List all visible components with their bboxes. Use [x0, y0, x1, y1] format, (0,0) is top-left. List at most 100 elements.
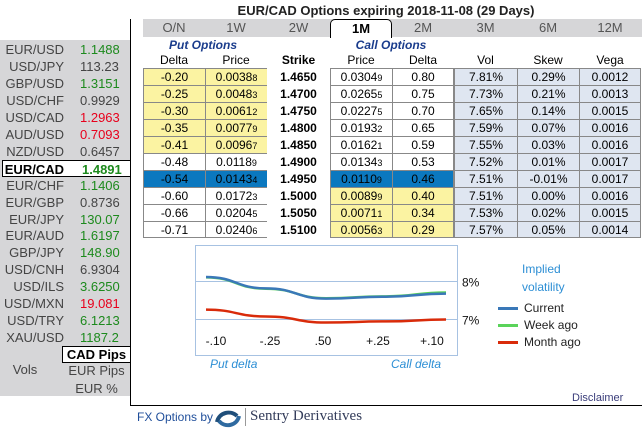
vega-cell[interactable]: 0.0017	[579, 170, 641, 187]
call-price-cell[interactable]: 0.01109	[330, 170, 392, 187]
put-delta-cell[interactable]: -0.66	[143, 204, 205, 221]
call-delta-cell[interactable]: 0.75	[392, 85, 454, 102]
call-delta-cell[interactable]: 0.34	[392, 204, 454, 221]
put-price-cell[interactable]: 0.00483	[205, 85, 267, 102]
pair-row[interactable]: USD/MXN 19.081	[0, 295, 131, 312]
vol-cell[interactable]: 7.53%	[454, 204, 517, 221]
put-price-cell[interactable]: 0.00388	[205, 68, 267, 85]
call-price-cell[interactable]: 0.00899	[330, 187, 392, 204]
put-price-cell[interactable]: 0.01723	[205, 187, 267, 204]
vol-cell[interactable]: 7.81%	[454, 68, 517, 85]
pair-row[interactable]: NZD/USD 0.6457	[0, 143, 131, 160]
vol-cell[interactable]: 7.55%	[454, 136, 517, 153]
put-price-cell[interactable]: 0.00779	[205, 119, 267, 136]
put-price-cell[interactable]: 0.02045	[205, 204, 267, 221]
pair-row[interactable]: USD/CAD 1.2963	[0, 109, 131, 126]
pair-row[interactable]: EUR/JPY 130.07	[0, 211, 131, 228]
call-price-cell[interactable]: 0.02655	[330, 85, 392, 102]
put-delta-cell[interactable]: -0.71	[143, 221, 205, 238]
skew-cell[interactable]: 0.01%	[517, 153, 579, 170]
pair-row[interactable]: USD/ILS 3.6250	[0, 278, 131, 295]
pair-row[interactable]: AUD/USD 0.7093	[0, 126, 131, 143]
call-delta-cell[interactable]: 0.53	[392, 153, 454, 170]
disclaimer-link[interactable]: Disclaimer	[572, 392, 624, 404]
put-delta-cell[interactable]: -0.41	[143, 136, 205, 153]
put-delta-cell[interactable]: -0.60	[143, 187, 205, 204]
call-delta-cell[interactable]: 0.40	[392, 187, 454, 204]
pair-row[interactable]: EUR/CHF 1.1406	[0, 177, 131, 194]
pair-row[interactable]: EUR/CAD 1.4891	[2, 159, 131, 177]
put-delta-cell[interactable]: -0.25	[143, 85, 205, 102]
vol-cell[interactable]: 7.59%	[454, 119, 517, 136]
tab-1m[interactable]: 1M	[330, 19, 392, 38]
put-delta-cell[interactable]: -0.30	[143, 102, 205, 119]
put-price-cell[interactable]: 0.02406	[205, 221, 267, 238]
skew-cell[interactable]: 0.03%	[517, 136, 579, 153]
vol-cell[interactable]: 7.73%	[454, 85, 517, 102]
vega-cell[interactable]: 0.0016	[579, 136, 641, 153]
pair-row[interactable]: EUR/GBP 0.8736	[0, 194, 131, 211]
pair-row[interactable]: USD/CHF 0.9929	[0, 92, 131, 109]
pair-row[interactable]: GBP/USD 1.3151	[0, 75, 131, 92]
vol-cell[interactable]: 7.57%	[454, 221, 517, 238]
put-delta-cell[interactable]: -0.35	[143, 119, 205, 136]
unit-cad-pips[interactable]: CAD Pips	[62, 346, 131, 363]
call-price-cell[interactable]: 0.00563	[330, 221, 392, 238]
skew-cell[interactable]: -0.01%	[517, 170, 579, 187]
skew-cell[interactable]: 0.02%	[517, 204, 579, 221]
put-price-cell[interactable]: 0.01434	[205, 170, 267, 187]
pair-row[interactable]: XAU/USD 1187.2	[0, 329, 131, 346]
unit-eur-pips[interactable]: EUR Pips	[68, 363, 125, 378]
vol-cell[interactable]: 7.52%	[454, 153, 517, 170]
call-price-cell[interactable]: 0.01932	[330, 119, 392, 136]
vega-cell[interactable]: 0.0016	[579, 187, 641, 204]
vol-cell[interactable]: 7.51%	[454, 187, 517, 204]
pair-row[interactable]: USD/TRY 6.1213	[0, 312, 131, 329]
call-delta-cell[interactable]: 0.29	[392, 221, 454, 238]
tab-2w[interactable]: 2W	[288, 20, 309, 35]
pair-row[interactable]: GBP/JPY 148.90	[0, 244, 131, 261]
skew-cell[interactable]: 0.05%	[517, 221, 579, 238]
pair-row[interactable]: EUR/USD 1.1488	[0, 41, 131, 58]
put-price-cell[interactable]: 0.00612	[205, 102, 267, 119]
vega-cell[interactable]: 0.0012	[579, 68, 641, 85]
call-delta-cell[interactable]: 0.70	[392, 102, 454, 119]
tab-1w[interactable]: 1W	[226, 20, 246, 35]
put-delta-cell[interactable]: -0.20	[143, 68, 205, 85]
call-price-cell[interactable]: 0.01343	[330, 153, 392, 170]
skew-cell[interactable]: 0.07%	[517, 119, 579, 136]
call-delta-cell[interactable]: 0.46	[392, 170, 454, 187]
call-price-cell[interactable]: 0.03049	[330, 68, 392, 85]
call-delta-cell[interactable]: 0.65	[392, 119, 454, 136]
vol-cell[interactable]: 7.51%	[454, 170, 517, 187]
call-price-cell[interactable]: 0.01621	[330, 136, 392, 153]
tab-2m[interactable]: 2M	[413, 20, 433, 35]
vega-cell[interactable]: 0.0015	[579, 102, 641, 119]
put-delta-cell[interactable]: -0.54	[143, 170, 205, 187]
call-price-cell[interactable]: 0.02275	[330, 102, 392, 119]
vega-cell[interactable]: 0.0014	[579, 221, 641, 238]
vega-cell[interactable]: 0.0017	[579, 153, 641, 170]
tab-3m[interactable]: 3M	[476, 20, 495, 35]
skew-cell[interactable]: 0.00%	[517, 187, 579, 204]
pair-row[interactable]: USD/JPY 113.23	[0, 58, 131, 75]
pair-row[interactable]: EUR/AUD 1.6197	[0, 227, 131, 244]
call-delta-cell[interactable]: 0.80	[392, 68, 454, 85]
tab-on[interactable]: O/N	[162, 20, 186, 35]
put-price-cell[interactable]: 0.00967	[205, 136, 267, 153]
call-delta-cell[interactable]: 0.59	[392, 136, 454, 153]
skew-cell[interactable]: 0.21%	[517, 85, 579, 102]
skew-cell[interactable]: 0.29%	[517, 68, 579, 85]
vega-cell[interactable]: 0.0013	[579, 85, 641, 102]
tab-6m[interactable]: 6M	[538, 20, 558, 35]
put-price-cell[interactable]: 0.01189	[205, 153, 267, 170]
put-delta-cell[interactable]: -0.48	[143, 153, 205, 170]
vega-cell[interactable]: 0.0016	[579, 119, 641, 136]
skew-cell[interactable]: 0.14%	[517, 102, 579, 119]
unit-eur-percent[interactable]: EUR %	[75, 381, 118, 396]
pair-row[interactable]: USD/CNH 6.9304	[0, 261, 131, 278]
vol-cell[interactable]: 7.65%	[454, 102, 517, 119]
vega-cell[interactable]: 0.0015	[579, 204, 641, 221]
tab-12m[interactable]: 12M	[597, 20, 623, 35]
call-price-cell[interactable]: 0.00711	[330, 204, 392, 221]
